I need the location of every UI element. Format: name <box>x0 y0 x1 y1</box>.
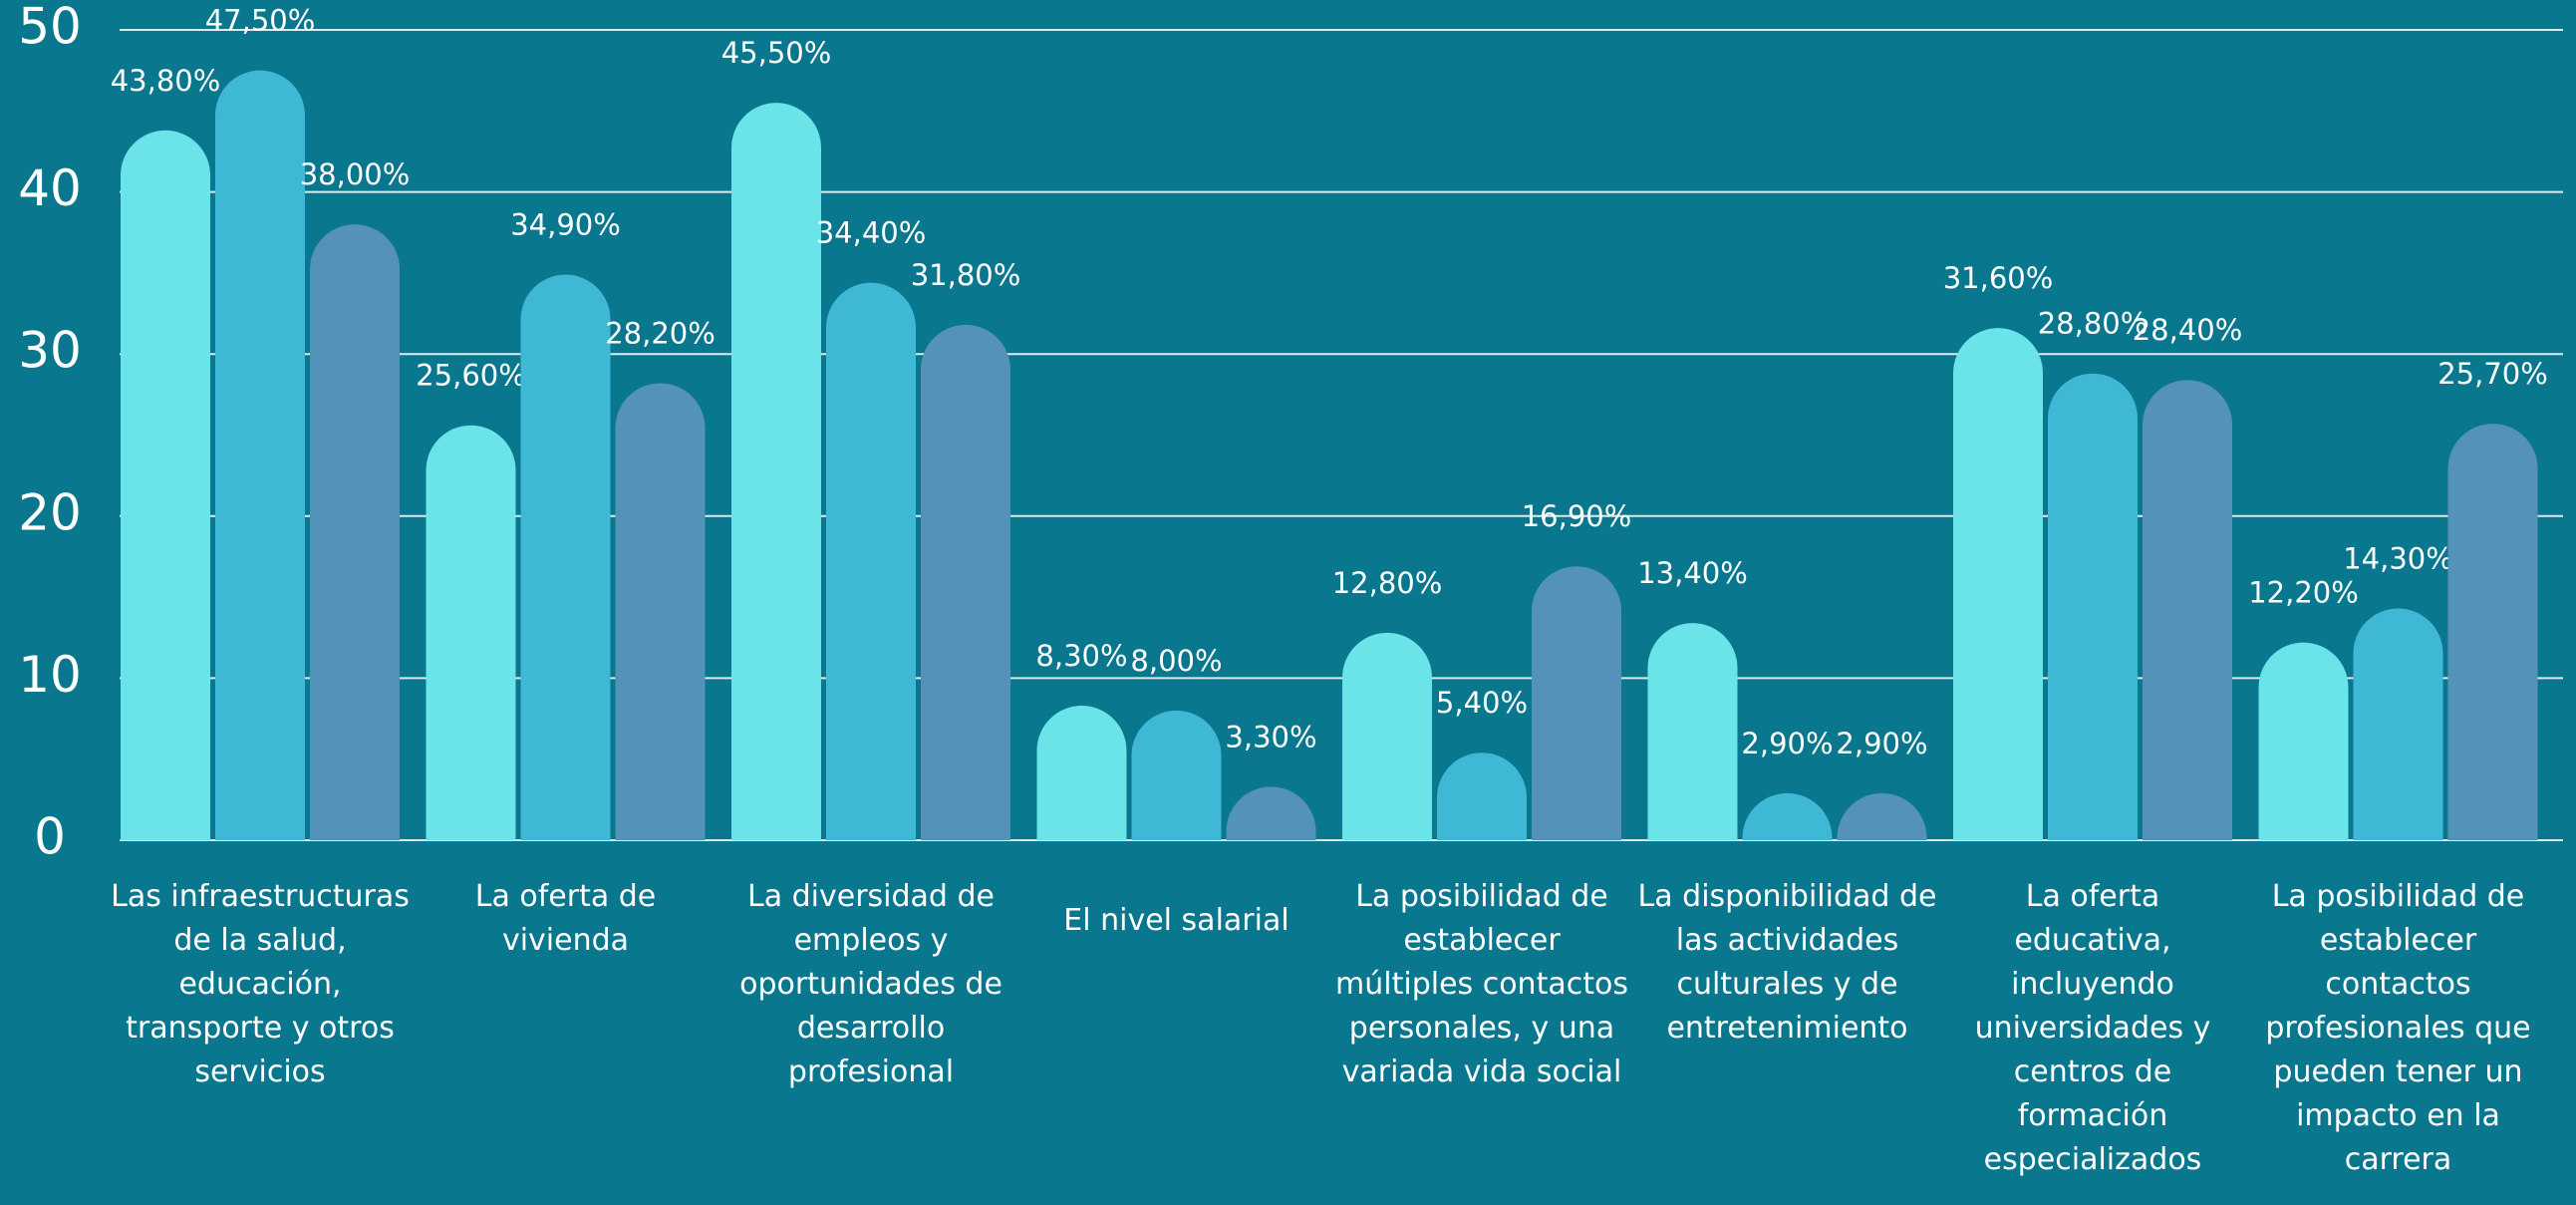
value-label: 12,80% <box>1332 566 1443 600</box>
value-label: 25,60% <box>416 359 526 393</box>
x-tick-label: Las infraestructuras de la salud, educac… <box>111 879 410 1089</box>
x-tick-label: La oferta de vivienda <box>474 879 657 958</box>
y-tick-label: 50 <box>18 0 82 56</box>
bar <box>1036 706 1127 840</box>
bar <box>1837 792 1927 840</box>
value-label: 34,90% <box>510 208 621 242</box>
bar <box>1647 623 1738 840</box>
value-label: 25,70% <box>2437 357 2548 391</box>
value-label: 8,00% <box>1130 644 1222 678</box>
bar <box>826 282 916 840</box>
value-label: 28,40% <box>2133 313 2243 347</box>
bar <box>310 224 400 840</box>
value-label: 47,50% <box>205 4 316 38</box>
value-label: 34,40% <box>816 216 927 250</box>
bar <box>1342 632 1432 840</box>
value-label: 38,00% <box>300 157 411 191</box>
x-tick-label: La disponibilidad de las actividades cul… <box>1637 879 1937 1046</box>
bar <box>2258 642 2349 840</box>
bar <box>1953 328 2043 841</box>
x-tick-label: La oferta educativa, incluyendo universi… <box>1974 879 2211 1177</box>
y-tick-label: 30 <box>18 322 82 380</box>
value-label: 12,20% <box>2248 576 2359 610</box>
bar <box>2353 608 2443 840</box>
value-label: 43,80% <box>111 64 221 98</box>
bar <box>1226 786 1316 840</box>
value-label: 31,80% <box>911 258 1021 292</box>
value-label: 16,90% <box>1522 499 1632 533</box>
y-tick-label: 10 <box>18 646 82 704</box>
bar <box>426 425 516 840</box>
value-label: 3,30% <box>1225 720 1316 753</box>
bar <box>921 324 1010 840</box>
value-label: 2,90% <box>1741 727 1833 760</box>
x-tick-label: La diversidad de empleos y oportunidades… <box>739 879 1002 1089</box>
bar <box>121 130 210 840</box>
bar <box>520 274 611 840</box>
bar <box>215 70 305 840</box>
bar <box>1742 792 1833 840</box>
value-label: 28,20% <box>605 316 716 350</box>
y-tick-label: 20 <box>18 483 82 541</box>
value-label: 2,90% <box>1836 727 1927 760</box>
x-tick-label: La posibilidad de establecer múltiples c… <box>1335 879 1628 1089</box>
bar <box>731 103 821 841</box>
bar <box>1437 753 1527 840</box>
value-label: 5,40% <box>1436 686 1528 720</box>
value-label: 13,40% <box>1637 556 1748 590</box>
y-tick-label: 40 <box>18 159 82 217</box>
bar <box>1532 566 1621 840</box>
value-label: 28,80% <box>2038 307 2148 341</box>
value-label: 45,50% <box>721 36 832 70</box>
bar <box>615 383 706 840</box>
bar <box>2447 424 2538 840</box>
bar <box>1131 710 1222 840</box>
x-tick-label: El nivel salarial <box>1063 903 1289 938</box>
value-label: 8,30% <box>1035 639 1127 673</box>
x-tick-label: La posibilidad de establecer contactos p… <box>2265 879 2531 1177</box>
y-tick-label: 0 <box>34 808 66 866</box>
bar <box>2048 373 2138 840</box>
value-label: 31,60% <box>1943 261 2054 295</box>
bar <box>2143 380 2232 840</box>
value-label: 14,30% <box>2343 541 2453 575</box>
